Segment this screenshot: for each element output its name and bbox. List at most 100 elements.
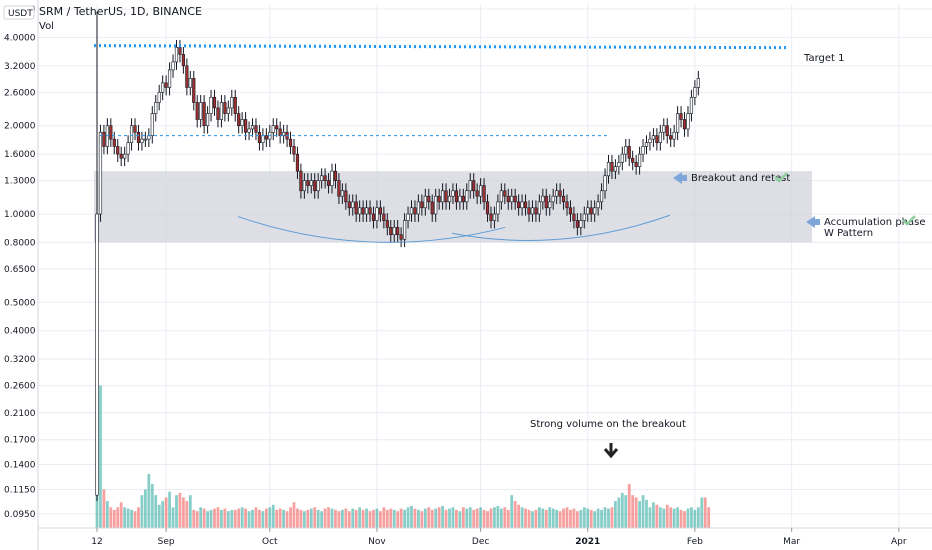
- candle-body: [306, 180, 310, 186]
- volume-bar: [133, 511, 137, 528]
- y-tick-label: 4.0000: [4, 33, 36, 43]
- volume-bar: [461, 507, 465, 528]
- volume-bar: [264, 508, 268, 528]
- volume-bar: [275, 509, 279, 528]
- volume-bar: [534, 509, 538, 528]
- volume-bar: [396, 511, 400, 528]
- candle-body: [244, 119, 248, 133]
- volume-bar: [451, 507, 455, 528]
- candle-body: [326, 180, 331, 186]
- volume-bar: [334, 509, 337, 528]
- volume-bar: [154, 495, 158, 528]
- volume-bar: [313, 507, 317, 528]
- candle-body: [254, 125, 258, 133]
- volume-bar: [607, 508, 610, 528]
- breakout-arrow-icon: [673, 172, 687, 184]
- volume-bar: [130, 509, 133, 528]
- candle-body: [333, 170, 338, 181]
- x-tick-label: Oct: [262, 537, 278, 547]
- volume-bar: [202, 508, 206, 528]
- candle-body: [572, 213, 576, 221]
- y-tick-label: 0.0950: [4, 510, 36, 520]
- candle-body: [140, 138, 144, 144]
- volume-bar: [686, 508, 690, 528]
- volume-bar: [261, 511, 265, 528]
- volume-bar: [413, 508, 417, 528]
- candle-body: [185, 65, 189, 88]
- candle-body: [451, 190, 455, 197]
- volume-bar: [672, 508, 676, 528]
- volume-bar: [517, 504, 521, 528]
- candle-body: [676, 113, 680, 133]
- candle-body: [219, 102, 224, 120]
- candle-body: [302, 180, 306, 192]
- volume-bar: [292, 502, 296, 528]
- candle-body: [651, 135, 656, 140]
- candle-body: [593, 207, 597, 215]
- volume-bar: [220, 509, 223, 528]
- candle-body: [589, 207, 593, 215]
- candle-body: [212, 96, 217, 109]
- candle-body: [620, 153, 624, 163]
- volume-bar: [676, 507, 680, 528]
- volume-bar: [455, 509, 458, 528]
- candle-body: [133, 125, 137, 133]
- candle-body: [503, 190, 507, 197]
- accumulation-note-1: Accumulation phase: [824, 217, 926, 228]
- volume-bar: [299, 509, 303, 528]
- candle-body: [95, 213, 99, 496]
- candle-body: [361, 207, 365, 215]
- candle-body: [119, 153, 123, 159]
- candle-body: [624, 146, 628, 155]
- volume-bar: [482, 509, 486, 528]
- candle-body: [485, 201, 490, 215]
- x-tick-label: Feb: [687, 537, 703, 547]
- volume-bar: [645, 499, 648, 528]
- volume-bar: [237, 508, 241, 528]
- candle-body: [337, 180, 341, 197]
- volume-bar: [95, 489, 99, 528]
- candle-body: [154, 102, 158, 114]
- candle-body: [233, 96, 237, 114]
- volume-note: Strong volume on the breakout: [530, 419, 686, 430]
- candle-body: [109, 125, 113, 140]
- volume-bar: [600, 509, 603, 528]
- candle-body: [192, 78, 196, 103]
- y-tick-label: 0.2600: [4, 382, 36, 392]
- volume-bar: [116, 507, 120, 528]
- candle-body: [434, 195, 438, 215]
- volume-bar: [468, 507, 472, 528]
- candle-body: [371, 213, 376, 221]
- candle-body: [102, 131, 106, 147]
- candles: [95, 11, 700, 502]
- candle-body: [599, 190, 604, 203]
- volume-bar: [499, 508, 503, 528]
- x-tick-label: Dec: [472, 537, 489, 547]
- volume-bar: [551, 508, 555, 528]
- candle-body: [364, 207, 369, 215]
- candle-body: [523, 201, 528, 209]
- candle-body: [237, 113, 241, 127]
- accumulation-check-icon: [902, 215, 916, 226]
- volume-bar: [316, 509, 320, 528]
- volume-bar: [493, 507, 496, 528]
- candle-body: [447, 195, 452, 203]
- volume-bar: [347, 511, 351, 528]
- volume-bar: [524, 508, 527, 528]
- volume-bar: [448, 508, 451, 528]
- candle-body: [402, 220, 407, 240]
- candle-body: [413, 207, 417, 215]
- candle-body: [292, 146, 296, 155]
- volume-bar: [278, 508, 282, 528]
- volume-bar: [614, 501, 617, 528]
- candle-body: [596, 201, 600, 209]
- candle-body: [430, 201, 434, 215]
- candle-body: [665, 125, 669, 136]
- candle-body: [199, 102, 203, 120]
- candle-body: [579, 220, 583, 228]
- candle-body: [216, 107, 220, 120]
- candle-body: [631, 157, 635, 163]
- candle-body: [202, 102, 206, 127]
- volume-bar: [258, 509, 261, 528]
- candle-body: [181, 54, 186, 67]
